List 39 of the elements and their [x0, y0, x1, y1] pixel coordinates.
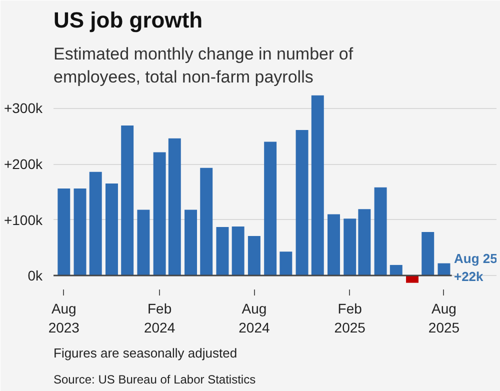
x-tick-label: Aug 2024 — [238, 300, 270, 336]
bar — [58, 188, 70, 276]
bar — [296, 130, 308, 276]
bar — [438, 263, 450, 276]
bar — [406, 276, 419, 283]
bar — [374, 187, 387, 276]
bar — [344, 218, 356, 276]
bar — [358, 209, 371, 276]
source-note: Source: US Bureau of Labor Statistics — [54, 372, 256, 386]
chart-subtitle: Estimated monthly change in number of employees, total non-farm payrolls — [54, 44, 354, 86]
x-tick-label: Feb 2025 — [334, 300, 366, 336]
x-tick-label: Aug 2023 — [48, 300, 80, 336]
bar — [264, 142, 277, 276]
bar — [153, 152, 166, 276]
text: Figures are seasonally adjusted — [54, 346, 238, 360]
chart-title: US job growth — [54, 8, 203, 32]
bar — [390, 264, 402, 276]
bar — [311, 95, 324, 276]
annotation: Aug 25 +22k — [454, 250, 498, 284]
bar — [168, 138, 181, 276]
bar — [232, 226, 244, 276]
bar — [74, 188, 86, 276]
bar — [184, 210, 198, 276]
y-tick-label: 0k — [28, 268, 44, 284]
y-tick-label: +300k — [4, 100, 44, 116]
x-tick-label: Feb 2024 — [144, 300, 176, 336]
y-tick-label: +200k — [4, 156, 44, 172]
bar — [137, 210, 150, 276]
bar — [216, 227, 229, 276]
bar — [328, 214, 340, 276]
bar — [121, 126, 134, 276]
x-tick-label: Aug 2025 — [428, 300, 460, 336]
bar — [422, 232, 434, 276]
y-tick-label: +100k — [4, 212, 44, 228]
bar — [105, 184, 118, 276]
bar — [280, 252, 292, 276]
bar — [200, 168, 213, 276]
bar — [89, 172, 102, 276]
bar — [248, 236, 260, 276]
